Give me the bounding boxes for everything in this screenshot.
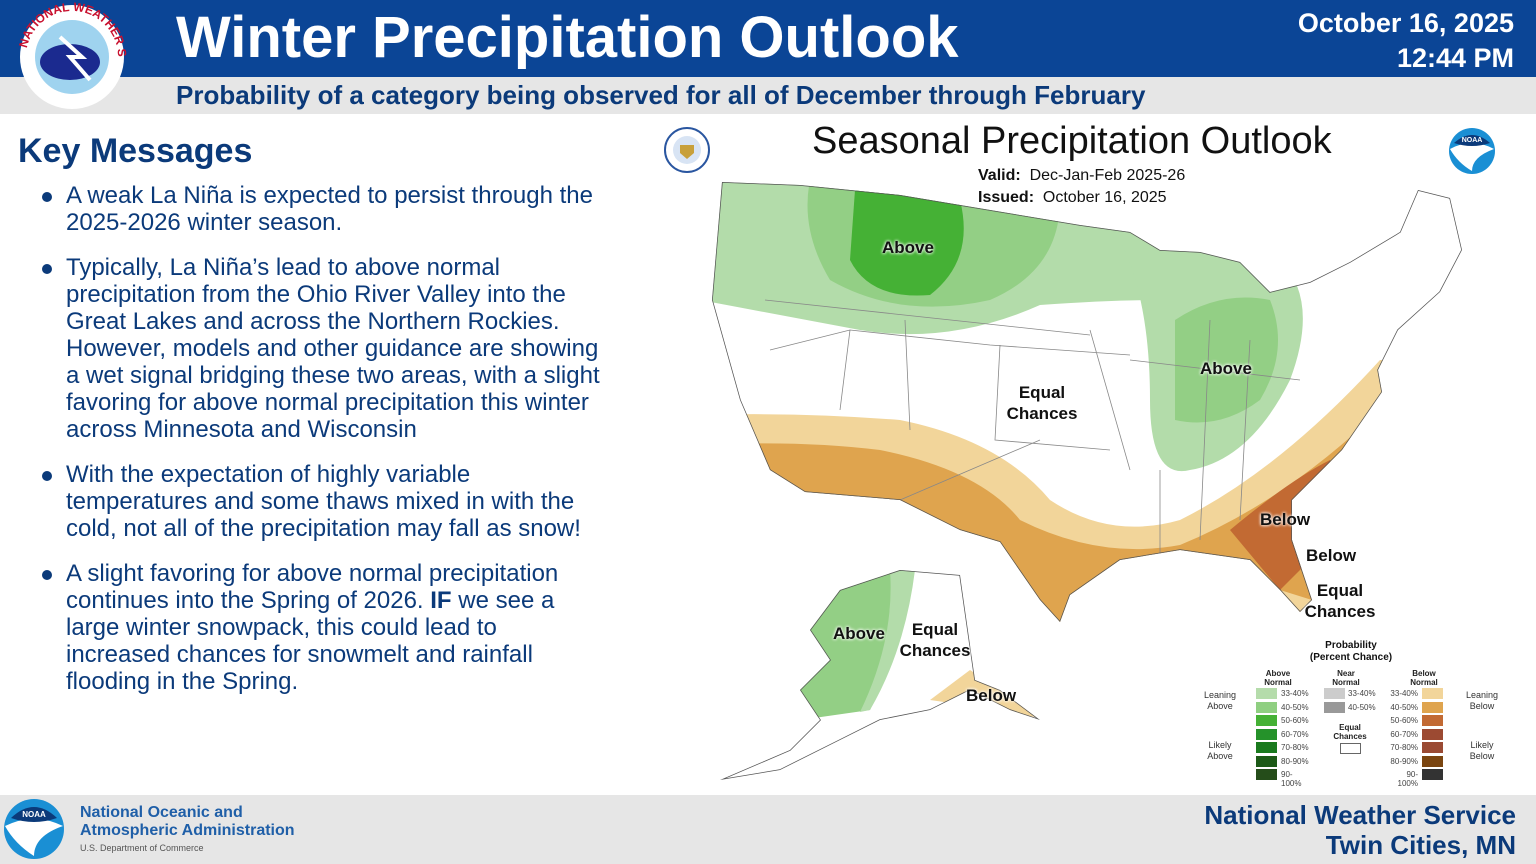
below-normal-header: Below Normal xyxy=(1410,669,1438,687)
legend-range-near: 40-50% xyxy=(1348,702,1376,712)
list-item: Typically, La Niña’s lead to above norma… xyxy=(40,254,600,443)
department-text: U.S. Department of Commerce xyxy=(80,843,204,853)
legend-swatch-near xyxy=(1324,701,1345,713)
issued-value: October 16, 2025 xyxy=(1042,189,1167,206)
date-text: October 16, 2025 xyxy=(1297,8,1514,38)
text: we see a large winter snowpack, this cou… xyxy=(66,587,555,695)
legend-title: Probability (Percent Chance) xyxy=(1196,640,1506,664)
text: A slight favoring for above normal preci… xyxy=(66,560,559,614)
list-item: A slight favoring for above normal preci… xyxy=(40,560,600,695)
legend-swatch-above xyxy=(1256,755,1277,767)
legend-range-below: 80-90% xyxy=(1390,756,1418,766)
legend-range-below: 50-60% xyxy=(1390,716,1418,725)
noaa-name: National Oceanic and Atmospheric Administ… xyxy=(80,804,295,840)
legend-range-below: 90-100% xyxy=(1397,770,1418,788)
legend-swatch-below xyxy=(1422,715,1443,726)
legend-swatch-above xyxy=(1256,701,1277,713)
valid-label: Valid: xyxy=(978,167,1021,184)
issued-label: Issued: xyxy=(978,189,1035,206)
legend-swatch-above xyxy=(1256,715,1277,726)
map-label-equal-central: Equal Chances xyxy=(1006,383,1078,423)
map-label-below-florida: Below xyxy=(1306,546,1357,565)
noaa-logo-icon: NOAA xyxy=(1449,128,1495,174)
legend-swatch-below xyxy=(1422,688,1443,699)
legend-range-above: 33-40% xyxy=(1281,689,1309,698)
legend-range-above: 50-60% xyxy=(1281,716,1309,725)
nws-logo: NATIONAL WEATHER SERVICE xyxy=(12,2,129,109)
legend-range-below: 33-40% xyxy=(1390,689,1418,698)
svg-text:NOAA: NOAA xyxy=(1462,137,1483,144)
office-name: National Weather Service Twin Cities, MN xyxy=(1204,800,1516,860)
legend-range-above: 90-100% xyxy=(1281,770,1302,788)
above-normal-header: Above Normal xyxy=(1264,669,1292,687)
emphasis: IF xyxy=(430,587,452,614)
legend-subtitle: (Percent Chance) xyxy=(1309,652,1393,663)
legend-range-below: 40-50% xyxy=(1390,702,1418,712)
map-label-below-southeast: Below xyxy=(1260,510,1311,529)
legend-range-above: 60-70% xyxy=(1281,729,1309,739)
legend-range-above: 40-50% xyxy=(1281,702,1309,712)
subtitle-bar: Probability of a category being observed… xyxy=(0,77,1536,114)
footer-bar: NOAA National Oceanic and Atmospheric Adm… xyxy=(0,795,1536,864)
map-label-equal-alaska: Equal Chances xyxy=(899,620,971,660)
noaa-footer-logo-icon: NOAA xyxy=(4,799,64,859)
legend-swatch-near xyxy=(1324,688,1345,699)
legend-range-near: 33-40% xyxy=(1348,689,1376,698)
legend-swatch-below xyxy=(1422,701,1443,713)
page-title: Winter Precipitation Outlook xyxy=(176,5,959,70)
list-item: With the expectation of highly variable … xyxy=(40,461,600,542)
likely-above-label: Likely Above xyxy=(1207,740,1233,761)
legend-range-below: 70-80% xyxy=(1390,743,1418,752)
probability-legend: Probability (Percent Chance) Above Normal… xyxy=(1196,640,1506,788)
legend-swatch-below xyxy=(1422,769,1443,780)
office-line1: National Weather Service xyxy=(1204,800,1516,830)
legend-range-above: 80-90% xyxy=(1281,756,1309,766)
office-line2: Twin Cities, MN xyxy=(1325,830,1516,860)
map-label-above-ohio: Above xyxy=(1200,359,1252,378)
equal-chances-swatch xyxy=(1340,743,1361,754)
legend-swatch-above xyxy=(1256,742,1277,753)
outlook-map xyxy=(712,182,1462,780)
map-validity: Valid: Dec-Jan-Feb 2025-26 Issued: Octob… xyxy=(978,165,1185,209)
doc-seal-icon xyxy=(664,127,710,173)
leaning-below-label: Leaning Below xyxy=(1465,690,1499,711)
legend-swatch-above xyxy=(1256,728,1277,740)
legend-range-below: 60-70% xyxy=(1390,729,1418,739)
header-bar: Winter Precipitation Outlook October 16,… xyxy=(0,0,1536,77)
list-item: A weak La Niña is expected to persist th… xyxy=(40,182,600,236)
valid-value: Dec-Jan-Feb 2025-26 xyxy=(1029,167,1186,184)
legend-swatch-below xyxy=(1422,755,1443,767)
map-title: Seasonal Precipitation Outlook xyxy=(812,120,1332,162)
noaa-line2: Atmospheric Administration xyxy=(80,822,295,839)
map-label-above-alaska: Above xyxy=(833,624,885,643)
likely-below-label: Likely Below xyxy=(1469,740,1495,761)
time-text: 12:44 PM xyxy=(1396,43,1514,73)
legend-swatch-above xyxy=(1256,769,1277,780)
equal-chances-label: Equal Chances xyxy=(1333,723,1367,741)
legend-title-text: Probability xyxy=(1325,640,1377,651)
legend-swatch-below xyxy=(1422,728,1443,740)
noaa-line1: National Oceanic and xyxy=(80,804,243,821)
key-messages-heading: Key Messages xyxy=(18,132,253,170)
legend-range-above: 70-80% xyxy=(1281,743,1309,752)
map-label-equal-florida: Equal Chances xyxy=(1304,581,1376,621)
map-label-below-alaska: Below xyxy=(966,686,1017,705)
legend-swatch-above xyxy=(1256,688,1277,699)
datetime: October 16, 2025 12:44 PM xyxy=(1298,6,1514,76)
map-label-above-northwest: Above xyxy=(882,238,934,257)
subtitle: Probability of a category being observed… xyxy=(176,80,1146,110)
svg-text:NOAA: NOAA xyxy=(22,810,46,819)
near-normal-header: Near Normal xyxy=(1332,669,1360,687)
legend-swatch-below xyxy=(1422,742,1443,753)
key-messages-list: A weak La Niña is expected to persist th… xyxy=(40,182,600,713)
leaning-above-label: Leaning Above xyxy=(1203,690,1237,711)
